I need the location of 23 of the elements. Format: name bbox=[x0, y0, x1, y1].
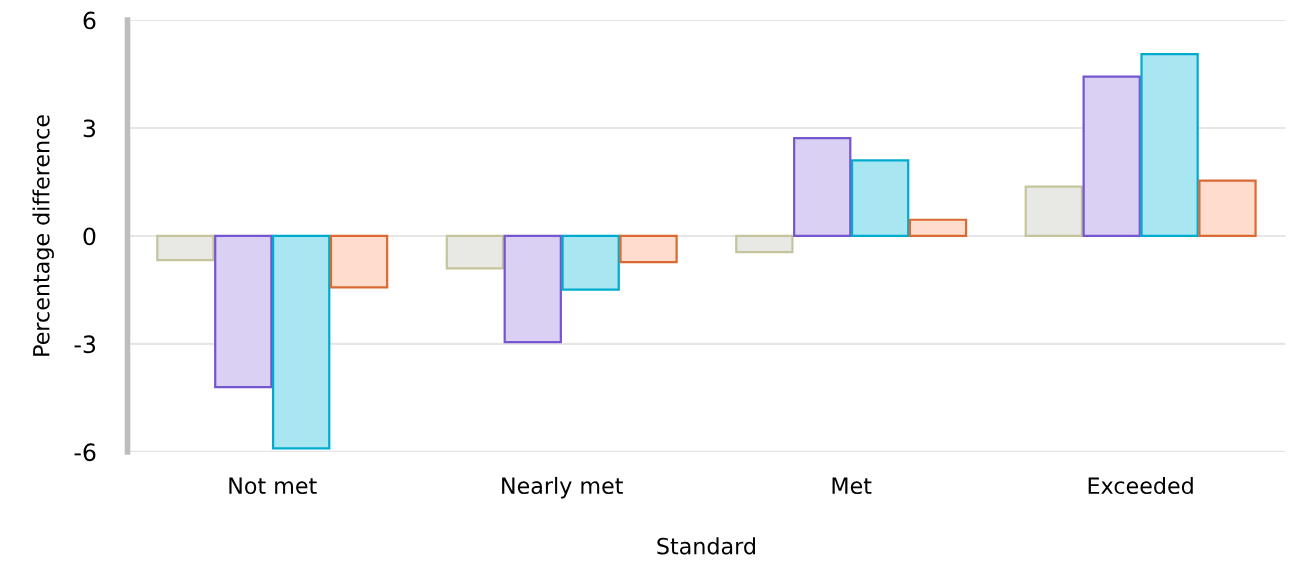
bar bbox=[1198, 179, 1257, 238]
bar bbox=[850, 159, 910, 238]
y-tick-label: 6 bbox=[83, 11, 96, 30]
bar bbox=[503, 234, 562, 344]
y-tick-label: -3 bbox=[74, 335, 96, 354]
x-axis-title: Standard bbox=[657, 537, 755, 555]
y-tick-label: 3 bbox=[83, 119, 96, 138]
bar bbox=[271, 234, 331, 450]
bar bbox=[793, 136, 852, 238]
x-tick-label: Exceeded bbox=[1088, 476, 1193, 495]
bar bbox=[908, 218, 968, 238]
bar bbox=[1082, 75, 1141, 238]
bar bbox=[329, 234, 389, 289]
x-tick-label: Nearly met bbox=[502, 476, 623, 499]
x-tick-label: Not met bbox=[229, 477, 317, 495]
y-axis-title: Percentage difference bbox=[32, 115, 54, 356]
bar bbox=[214, 234, 273, 389]
y-tick-label: 0 bbox=[83, 227, 96, 246]
bar bbox=[561, 234, 620, 291]
x-tick-label: Met bbox=[832, 477, 872, 495]
bar bbox=[619, 234, 678, 264]
bar bbox=[1140, 53, 1199, 238]
y-tick-label: -6 bbox=[74, 443, 96, 462]
